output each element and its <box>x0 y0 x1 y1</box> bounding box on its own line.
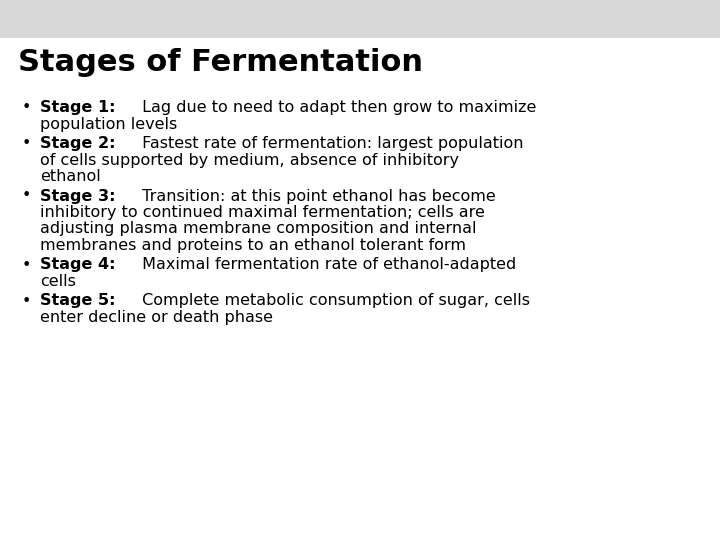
Text: •: • <box>22 100 32 115</box>
Text: Transition: at this point ethanol has become: Transition: at this point ethanol has be… <box>138 188 496 204</box>
Text: Stage 2:: Stage 2: <box>40 136 115 151</box>
Text: Maximal fermentation rate of ethanol-adapted: Maximal fermentation rate of ethanol-ada… <box>138 258 517 273</box>
Text: Stages of Fermentation: Stages of Fermentation <box>18 48 423 77</box>
Text: cells: cells <box>40 274 76 289</box>
Text: •: • <box>22 136 32 151</box>
Text: inhibitory to continued maximal fermentation; cells are: inhibitory to continued maximal fermenta… <box>40 205 485 220</box>
Text: of cells supported by medium, absence of inhibitory: of cells supported by medium, absence of… <box>40 152 459 167</box>
FancyBboxPatch shape <box>0 0 720 38</box>
Text: •: • <box>22 258 32 273</box>
Text: adjusting plasma membrane composition and internal: adjusting plasma membrane composition an… <box>40 221 477 237</box>
Text: population levels: population levels <box>40 117 177 132</box>
Text: membranes and proteins to an ethanol tolerant form: membranes and proteins to an ethanol tol… <box>40 238 466 253</box>
Text: Stage 4:: Stage 4: <box>40 258 115 273</box>
Text: Stage 3:: Stage 3: <box>40 188 115 204</box>
Text: Stage 1:: Stage 1: <box>40 100 115 115</box>
Text: •: • <box>22 294 32 308</box>
Text: enter decline or death phase: enter decline or death phase <box>40 310 273 325</box>
Text: Lag due to need to adapt then grow to maximize: Lag due to need to adapt then grow to ma… <box>138 100 537 115</box>
Text: Stage 5:: Stage 5: <box>40 294 115 308</box>
Text: Complete metabolic consumption of sugar, cells: Complete metabolic consumption of sugar,… <box>138 294 531 308</box>
Text: •: • <box>22 188 32 204</box>
Text: Fastest rate of fermentation: largest population: Fastest rate of fermentation: largest po… <box>138 136 524 151</box>
Text: ethanol: ethanol <box>40 169 101 184</box>
